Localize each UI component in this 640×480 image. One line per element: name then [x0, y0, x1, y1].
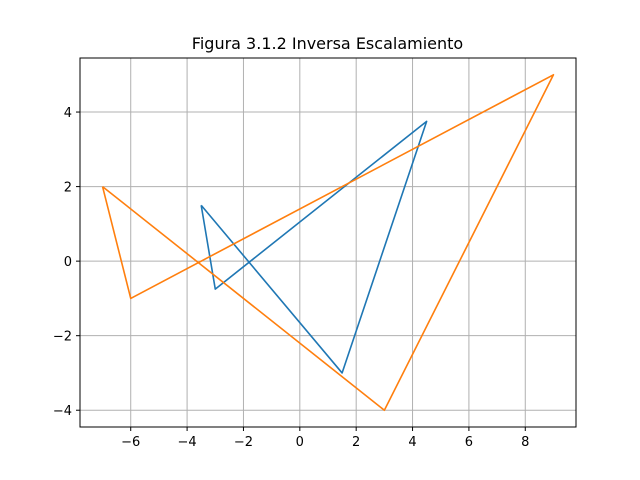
- y-tick-label: 0: [64, 255, 72, 270]
- x-tick-label: −2: [234, 435, 253, 450]
- plot-series: [101, 73, 555, 412]
- y-tick-label: 4: [64, 106, 72, 121]
- x-tick-label: 6: [465, 435, 473, 450]
- x-tick-label: 2: [352, 435, 360, 450]
- y-tick-label: −4: [53, 404, 72, 419]
- axes-frame: [79, 57, 577, 428]
- x-tick-label: 8: [521, 435, 529, 450]
- axis-ticks: −6 −4 −2 0 2 4 6 8 −4 −2 0 2 4: [53, 106, 530, 450]
- series-line-1: [200, 120, 428, 374]
- x-tick-label: −4: [178, 435, 197, 450]
- y-tick-label: −2: [53, 330, 72, 345]
- series-line-2: [101, 73, 555, 412]
- x-tick-label: −6: [121, 435, 140, 450]
- y-tick-label: 2: [64, 181, 72, 196]
- grid-lines: [80, 58, 576, 427]
- chart-title: Figura 3.1.2 Inversa Escalamiento: [192, 34, 463, 53]
- x-tick-label: 4: [408, 435, 416, 450]
- x-tick-label: 0: [296, 435, 304, 450]
